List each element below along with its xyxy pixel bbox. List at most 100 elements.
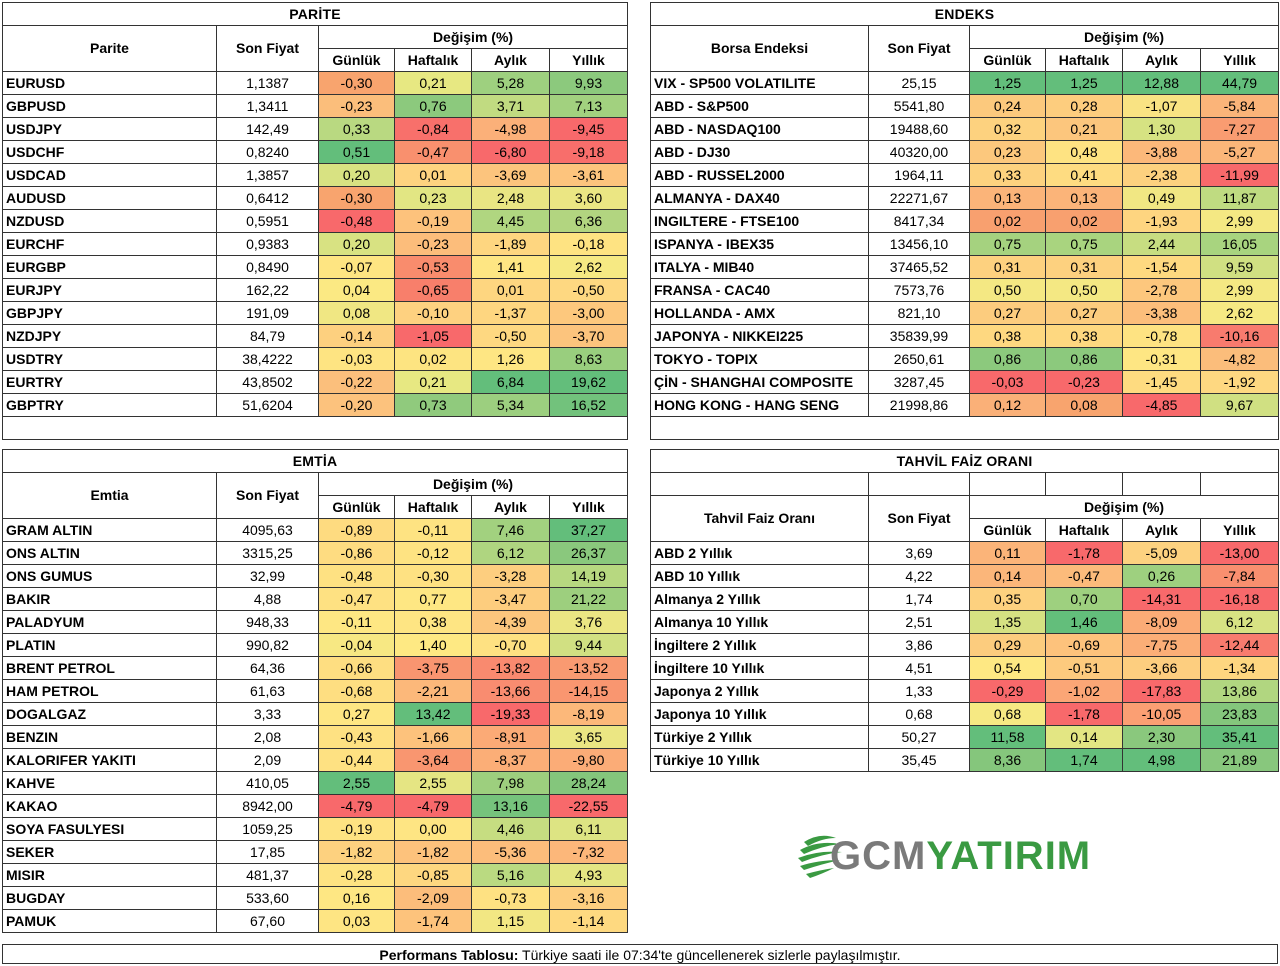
endeks-row-change-monthly: 1,30 xyxy=(1122,117,1201,141)
emtia-row-name: PLATIN xyxy=(2,633,217,657)
emtia-row-change-yearly: 26,37 xyxy=(549,541,628,565)
emtia-row-change-weekly: -1,74 xyxy=(394,909,472,933)
endeks-row-change-daily: 0,12 xyxy=(969,393,1046,417)
endeks-row-name: ABD - NASDAQ100 xyxy=(650,117,869,141)
endeks-row-price: 35839,99 xyxy=(868,324,970,348)
tahvil-empty-cell xyxy=(868,472,970,496)
endeks-row-price: 5541,80 xyxy=(868,94,970,118)
endeks-row-change-daily: -0,03 xyxy=(969,370,1046,394)
logo-wordmark: GCMYATIRIM xyxy=(830,826,1091,886)
endeks-row-change-weekly: 0,48 xyxy=(1045,140,1123,164)
parite-row-name: GBPJPY xyxy=(2,301,217,325)
endeks-row-name: VIX - SP500 VOLATILITE xyxy=(650,71,869,95)
parite-row-change-yearly: 8,63 xyxy=(549,347,628,371)
table-row: Türkiye 2 Yıllık 50,27 11,58 0,14 2,30 35,41 xyxy=(650,725,1280,749)
endeks-row-change-monthly: -1,54 xyxy=(1122,255,1201,279)
endeks-row-price: 13456,10 xyxy=(868,232,970,256)
emtia-row-change-daily: -0,04 xyxy=(318,633,395,657)
parite-row-name: EURCHF xyxy=(2,232,217,256)
emtia-row-change-monthly: -0,70 xyxy=(471,633,550,657)
tahvil-row-change-daily: 1,35 xyxy=(969,610,1046,634)
table-row: ABD - S&P500 5541,80 0,24 0,28 -1,07 -5,84 xyxy=(650,94,1280,118)
table-row: Almanya 2 Yıllık 1,74 0,35 0,70 -14,31 -16,18 xyxy=(650,587,1280,611)
emtia-row-change-yearly: 37,27 xyxy=(549,518,628,542)
tahvil-row-change-yearly: -12,44 xyxy=(1199,633,1280,657)
endeks-row-price: 25,15 xyxy=(868,71,970,95)
emtia-subheader-row: Günlük Haftalık Aylık Yıllık xyxy=(3,495,628,519)
emtia-row-change-yearly: -13,52 xyxy=(549,656,628,680)
emtia-row-price: 64,36 xyxy=(216,656,319,680)
endeks-row-name: ABD - DJ30 xyxy=(650,140,869,164)
emtia-row-name: BRENT PETROL xyxy=(2,656,217,680)
tahvil-subheader-1: Haftalık xyxy=(1045,518,1123,542)
parite-row-change-yearly: -0,18 xyxy=(549,232,628,256)
table-row: FRANSA - CAC40 7573,76 0,50 0,50 -2,78 2,99 xyxy=(650,278,1280,302)
table-row: USDJPY 142,49 0,33 -0,84 -4,98 -9,45 xyxy=(2,117,628,141)
emtia-row-change-daily: -1,82 xyxy=(318,840,395,864)
table-row: İngiltere 10 Yıllık 4,51 0,54 -0,51 -3,66 -1,… xyxy=(650,656,1280,680)
endeks-row-change-weekly: 0,31 xyxy=(1045,255,1123,279)
emtia-row-name: BAKIR xyxy=(2,587,217,611)
endeks-subheader-row: Günlük Haftalık Aylık Yıllık xyxy=(651,48,1280,72)
parite-row-change-daily: -0,48 xyxy=(318,209,395,233)
endeks-panel: ENDEKS Borsa Endeksi Son Fiyat Değişim (%) G… xyxy=(649,2,1280,440)
table-row: GBPTRY 51,6204 -0,20 0,73 5,34 16,52 xyxy=(2,393,628,417)
tahvil-row-change-yearly: -1,34 xyxy=(1199,656,1280,680)
endeks-subheader-3: Yıllık xyxy=(1199,48,1280,72)
parite-row-change-monthly: 0,01 xyxy=(471,278,550,302)
parite-row-price: 0,5951 xyxy=(216,209,319,233)
table-row: Japonya 2 Yıllık 1,33 -0,29 -1,02 -17,83 13,8… xyxy=(650,679,1280,703)
emtia-row-price: 410,05 xyxy=(216,771,319,795)
table-row: HONG KONG - HANG SENG 21998,86 0,12 0,08 -4,… xyxy=(650,393,1280,417)
table-row: ABD - DJ30 40320,00 0,23 0,48 -3,88 -5,27 xyxy=(650,140,1280,164)
emtia-row-price: 61,63 xyxy=(216,679,319,703)
table-row: ONS ALTIN 3315,25 -0,86 -0,12 6,12 26,37 xyxy=(2,541,628,565)
tahvil-empty-cell xyxy=(1122,472,1201,496)
parite-gap-row xyxy=(2,416,628,440)
parite-row-price: 1,3857 xyxy=(216,163,319,187)
tahvil-title: TAHVİL FAİZ ORANI xyxy=(649,449,1280,473)
endeks-row-change-yearly: 11,87 xyxy=(1199,186,1280,210)
tahvil-row-change-weekly: -1,78 xyxy=(1045,541,1123,565)
tahvil-row-price: 4,51 xyxy=(868,656,970,680)
endeks-gap-row xyxy=(649,416,1280,440)
endeks-title: ENDEKS xyxy=(649,2,1280,26)
tahvil-row-name: İngiltere 10 Yıllık xyxy=(650,656,869,680)
table-row: EURGBP 0,8490 -0,07 -0,53 1,41 2,62 xyxy=(2,255,628,279)
parite-name-header: Parite xyxy=(2,25,217,72)
endeks-row-change-weekly: 0,13 xyxy=(1045,186,1123,210)
emtia-row-change-yearly: 9,44 xyxy=(549,633,628,657)
endeks-title-row: ENDEKS xyxy=(649,2,1280,26)
endeks-row-name: ABD - S&P500 xyxy=(650,94,869,118)
parite-row-change-monthly: -4,98 xyxy=(471,117,550,141)
tahvil-row-name: Türkiye 10 Yıllık xyxy=(650,748,869,772)
tahvil-row-change-weekly: -0,51 xyxy=(1045,656,1123,680)
endeks-row-name: TOKYO - TOPIX xyxy=(650,347,869,371)
parite-row-change-yearly: 6,36 xyxy=(549,209,628,233)
table-row: KAKAO 8942,00 -4,79 -4,79 13,16 -22,55 xyxy=(2,794,628,818)
endeks-row-change-daily: 0,13 xyxy=(969,186,1046,210)
tahvil-row-change-monthly: -17,83 xyxy=(1122,679,1201,703)
table-row: BAKIR 4,88 -0,47 0,77 -3,47 21,22 xyxy=(2,587,628,611)
parite-row-price: 43,8502 xyxy=(216,370,319,394)
emtia-row-change-weekly: 0,38 xyxy=(394,610,472,634)
table-row: BRENT PETROL 64,36 -0,66 -3,75 -13,82 -13,52 xyxy=(2,656,628,680)
table-row: SEKER 17,85 -1,82 -1,82 -5,36 -7,32 xyxy=(2,840,628,864)
endeks-row-change-daily: 0,27 xyxy=(969,301,1046,325)
emtia-row-name: DOGALGAZ xyxy=(2,702,217,726)
endeks-gap xyxy=(649,416,1280,440)
endeks-row-price: 8417,34 xyxy=(868,209,970,233)
emtia-row-name: HAM PETROL xyxy=(2,679,217,703)
emtia-row-price: 4095,63 xyxy=(216,518,319,542)
endeks-row-change-weekly: 0,28 xyxy=(1045,94,1123,118)
tahvil-subheader-3: Yıllık xyxy=(1199,518,1280,542)
emtia-row-name: BENZIN xyxy=(2,725,217,749)
emtia-row-price: 67,60 xyxy=(216,909,319,933)
emtia-row-change-daily: 0,03 xyxy=(318,909,395,933)
parite-row-change-weekly: 0,01 xyxy=(394,163,472,187)
parite-row-name: USDCHF xyxy=(2,140,217,164)
endeks-row-change-weekly: 0,86 xyxy=(1045,347,1123,371)
parite-row-price: 0,8490 xyxy=(216,255,319,279)
tahvil-row-change-monthly: -8,09 xyxy=(1122,610,1201,634)
emtia-row-change-monthly: 7,46 xyxy=(471,518,550,542)
